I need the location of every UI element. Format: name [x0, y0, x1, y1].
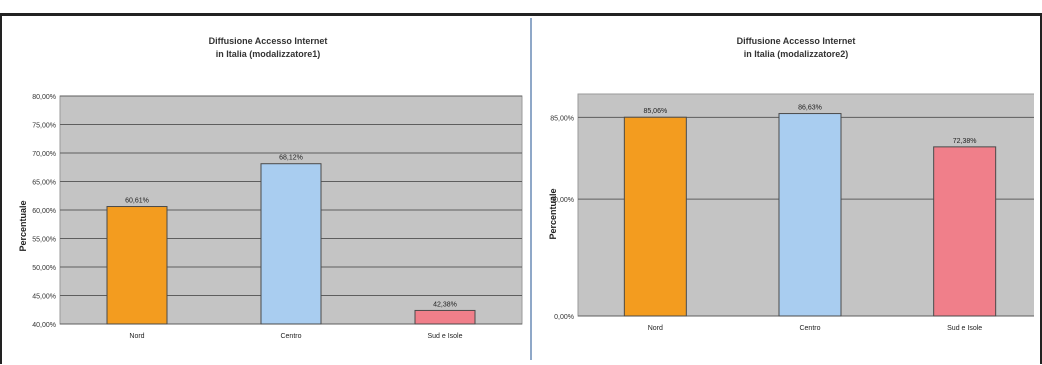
- y-tick-label: 45,00%: [32, 294, 56, 301]
- x-tick-label: Centro: [280, 333, 301, 340]
- y-axis-label: Percentuale: [18, 200, 28, 251]
- data-labels: 60,61% 68,12% 42,38%: [125, 155, 457, 309]
- y-tick-label: 50,00%: [32, 265, 56, 272]
- data-label: 60,61%: [125, 198, 149, 205]
- y-tick-label: 0,00%: [554, 314, 574, 321]
- y-tick-labels: 40,00% 45,00% 50,00% 55,00% 60,00% 65,00% 70,0…: [32, 94, 56, 329]
- y-tick-label: 80,00%: [32, 94, 56, 101]
- top-border: [0, 0, 1042, 16]
- data-label: 68,12%: [279, 155, 303, 162]
- chart-panel-left: Diffusione Accesso Internet in Italia (m…: [6, 18, 530, 360]
- data-labels: 85,06% 86,63% 72,38%: [643, 105, 976, 145]
- x-tick-label: Nord: [648, 325, 663, 332]
- chart-title: Diffusione Accesso Internet: [737, 36, 856, 46]
- bar-chart-left: Diffusione Accesso Internet in Italia (m…: [18, 36, 523, 340]
- y-tick-label: 75,00%: [32, 123, 56, 130]
- y-tick-label: 65,00%: [32, 180, 56, 187]
- panel-divider: [530, 18, 532, 360]
- bar-centro: [778, 113, 842, 317]
- bar-sud-e-isole: [933, 146, 997, 317]
- y-tick-labels: 0,00% 50,00% 85,00%: [550, 115, 574, 321]
- chart-subtitle: in Italia (modalizzatore1): [216, 49, 321, 59]
- y-tick-label: 50,00%: [550, 197, 574, 204]
- bar-nord: [623, 116, 687, 317]
- x-tick-label: Nord: [129, 333, 144, 340]
- data-label: 86,63%: [798, 105, 822, 112]
- x-tick-label: Sud e Isole: [427, 333, 462, 340]
- x-tick-labels: Nord Centro Sud e Isole: [648, 325, 983, 332]
- bar-centro: [260, 163, 322, 325]
- y-tick-label: 70,00%: [32, 151, 56, 158]
- x-tick-labels: Nord Centro Sud e Isole: [129, 333, 462, 340]
- chart-title: Diffusione Accesso Internet: [209, 36, 328, 46]
- y-axis-label: Percentuale: [548, 188, 558, 239]
- y-tick-label: 85,00%: [550, 115, 574, 122]
- chart-panel-right: Diffusione Accesso Internet in Italia (m…: [534, 18, 1042, 360]
- y-tick-label: 60,00%: [32, 208, 56, 215]
- chart-subtitle: in Italia (modalizzatore2): [744, 49, 849, 59]
- bar-chart-right: Diffusione Accesso Internet in Italia (m…: [548, 36, 1042, 332]
- y-tick-label: 40,00%: [32, 322, 56, 329]
- bars: [106, 163, 476, 325]
- data-label: 85,06%: [643, 108, 667, 115]
- bars: [623, 113, 997, 317]
- bar-nord: [106, 206, 168, 325]
- x-tick-label: Sud e Isole: [947, 325, 982, 332]
- y-tick-label: 55,00%: [32, 237, 56, 244]
- x-tick-label: Centro: [799, 325, 820, 332]
- data-label: 72,38%: [953, 138, 977, 145]
- bar-sud-e-isole: [414, 309, 476, 325]
- data-label: 42,38%: [433, 301, 457, 308]
